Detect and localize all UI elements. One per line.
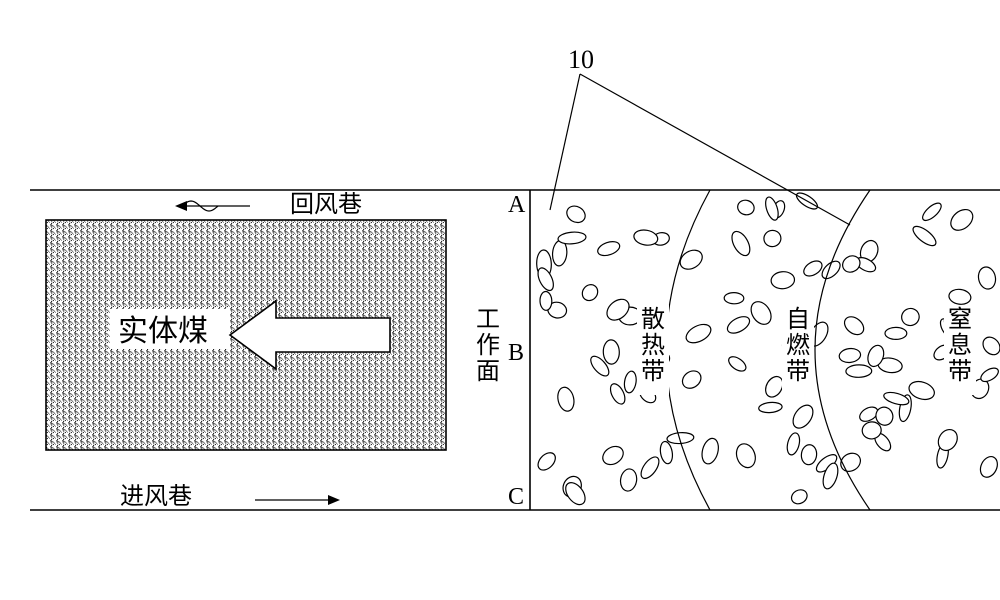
goaf-oval (599, 443, 626, 468)
goaf-oval (920, 200, 944, 223)
goaf-oval (770, 271, 795, 290)
goaf-oval (659, 441, 674, 465)
goaf-oval (789, 401, 817, 431)
callout-10-label: 10 (568, 45, 594, 74)
goaf-oval (725, 313, 753, 336)
goaf-oval (838, 347, 861, 363)
goaf-oval (977, 454, 1000, 480)
goaf-oval (619, 468, 638, 492)
goaf-oval (679, 367, 704, 392)
working_face-label: 工作面 (476, 307, 500, 385)
goaf-oval (579, 282, 601, 304)
goaf-oval (683, 321, 714, 347)
intake-airway-label: 进风巷 (120, 483, 192, 510)
goaf-oval (564, 203, 588, 226)
goaf-oval (736, 198, 756, 217)
goaf-oval (724, 292, 744, 304)
goaf-oval (603, 340, 620, 365)
goaf-oval (840, 253, 864, 276)
goaf-oval (785, 432, 801, 456)
goaf-oval (726, 354, 748, 374)
goaf-oval (899, 306, 922, 329)
goaf-oval (819, 258, 843, 282)
goaf-oval (980, 334, 1000, 358)
goaf-oval (558, 231, 587, 245)
return-airway-label: 回风巷 (290, 191, 362, 218)
goaf-oval (535, 449, 559, 473)
goaf-oval (758, 401, 782, 413)
radiation_zone-label: 散热带 (641, 306, 665, 385)
solid-coal-label: 实体煤 (118, 315, 208, 348)
zone-arc (666, 190, 710, 510)
goaf-oval (763, 196, 780, 222)
goaf-oval (789, 487, 810, 506)
goaf-oval (882, 390, 910, 407)
goaf-oval (728, 229, 753, 259)
goaf-oval (976, 265, 997, 290)
choke_zone-label: 窒息带 (948, 306, 972, 385)
goaf-oval (596, 239, 622, 258)
marker-c: C (508, 484, 524, 510)
goaf-oval (910, 223, 939, 249)
goaf-oval (623, 370, 638, 393)
goaf-oval (801, 258, 825, 279)
marker-b: B (508, 340, 524, 366)
goaf-oval (733, 441, 758, 470)
goaf-oval (948, 288, 972, 306)
goaf-oval (747, 298, 775, 328)
goaf-oval (556, 386, 577, 413)
goaf-oval (699, 437, 721, 466)
goaf-oval (841, 313, 867, 338)
goaf-oval (846, 365, 872, 378)
callout-leader (580, 74, 850, 225)
goaf-oval (638, 454, 663, 482)
goaf-oval (677, 246, 706, 273)
goaf-oval (885, 327, 907, 339)
goaf-oval (800, 444, 817, 465)
goaf-oval (947, 205, 977, 234)
goaf-oval (837, 450, 864, 475)
marker-a: A (508, 192, 526, 218)
goaf-oval (540, 291, 552, 310)
combustion_zone-label: 自燃带 (786, 306, 810, 385)
goaf-oval (762, 229, 782, 248)
